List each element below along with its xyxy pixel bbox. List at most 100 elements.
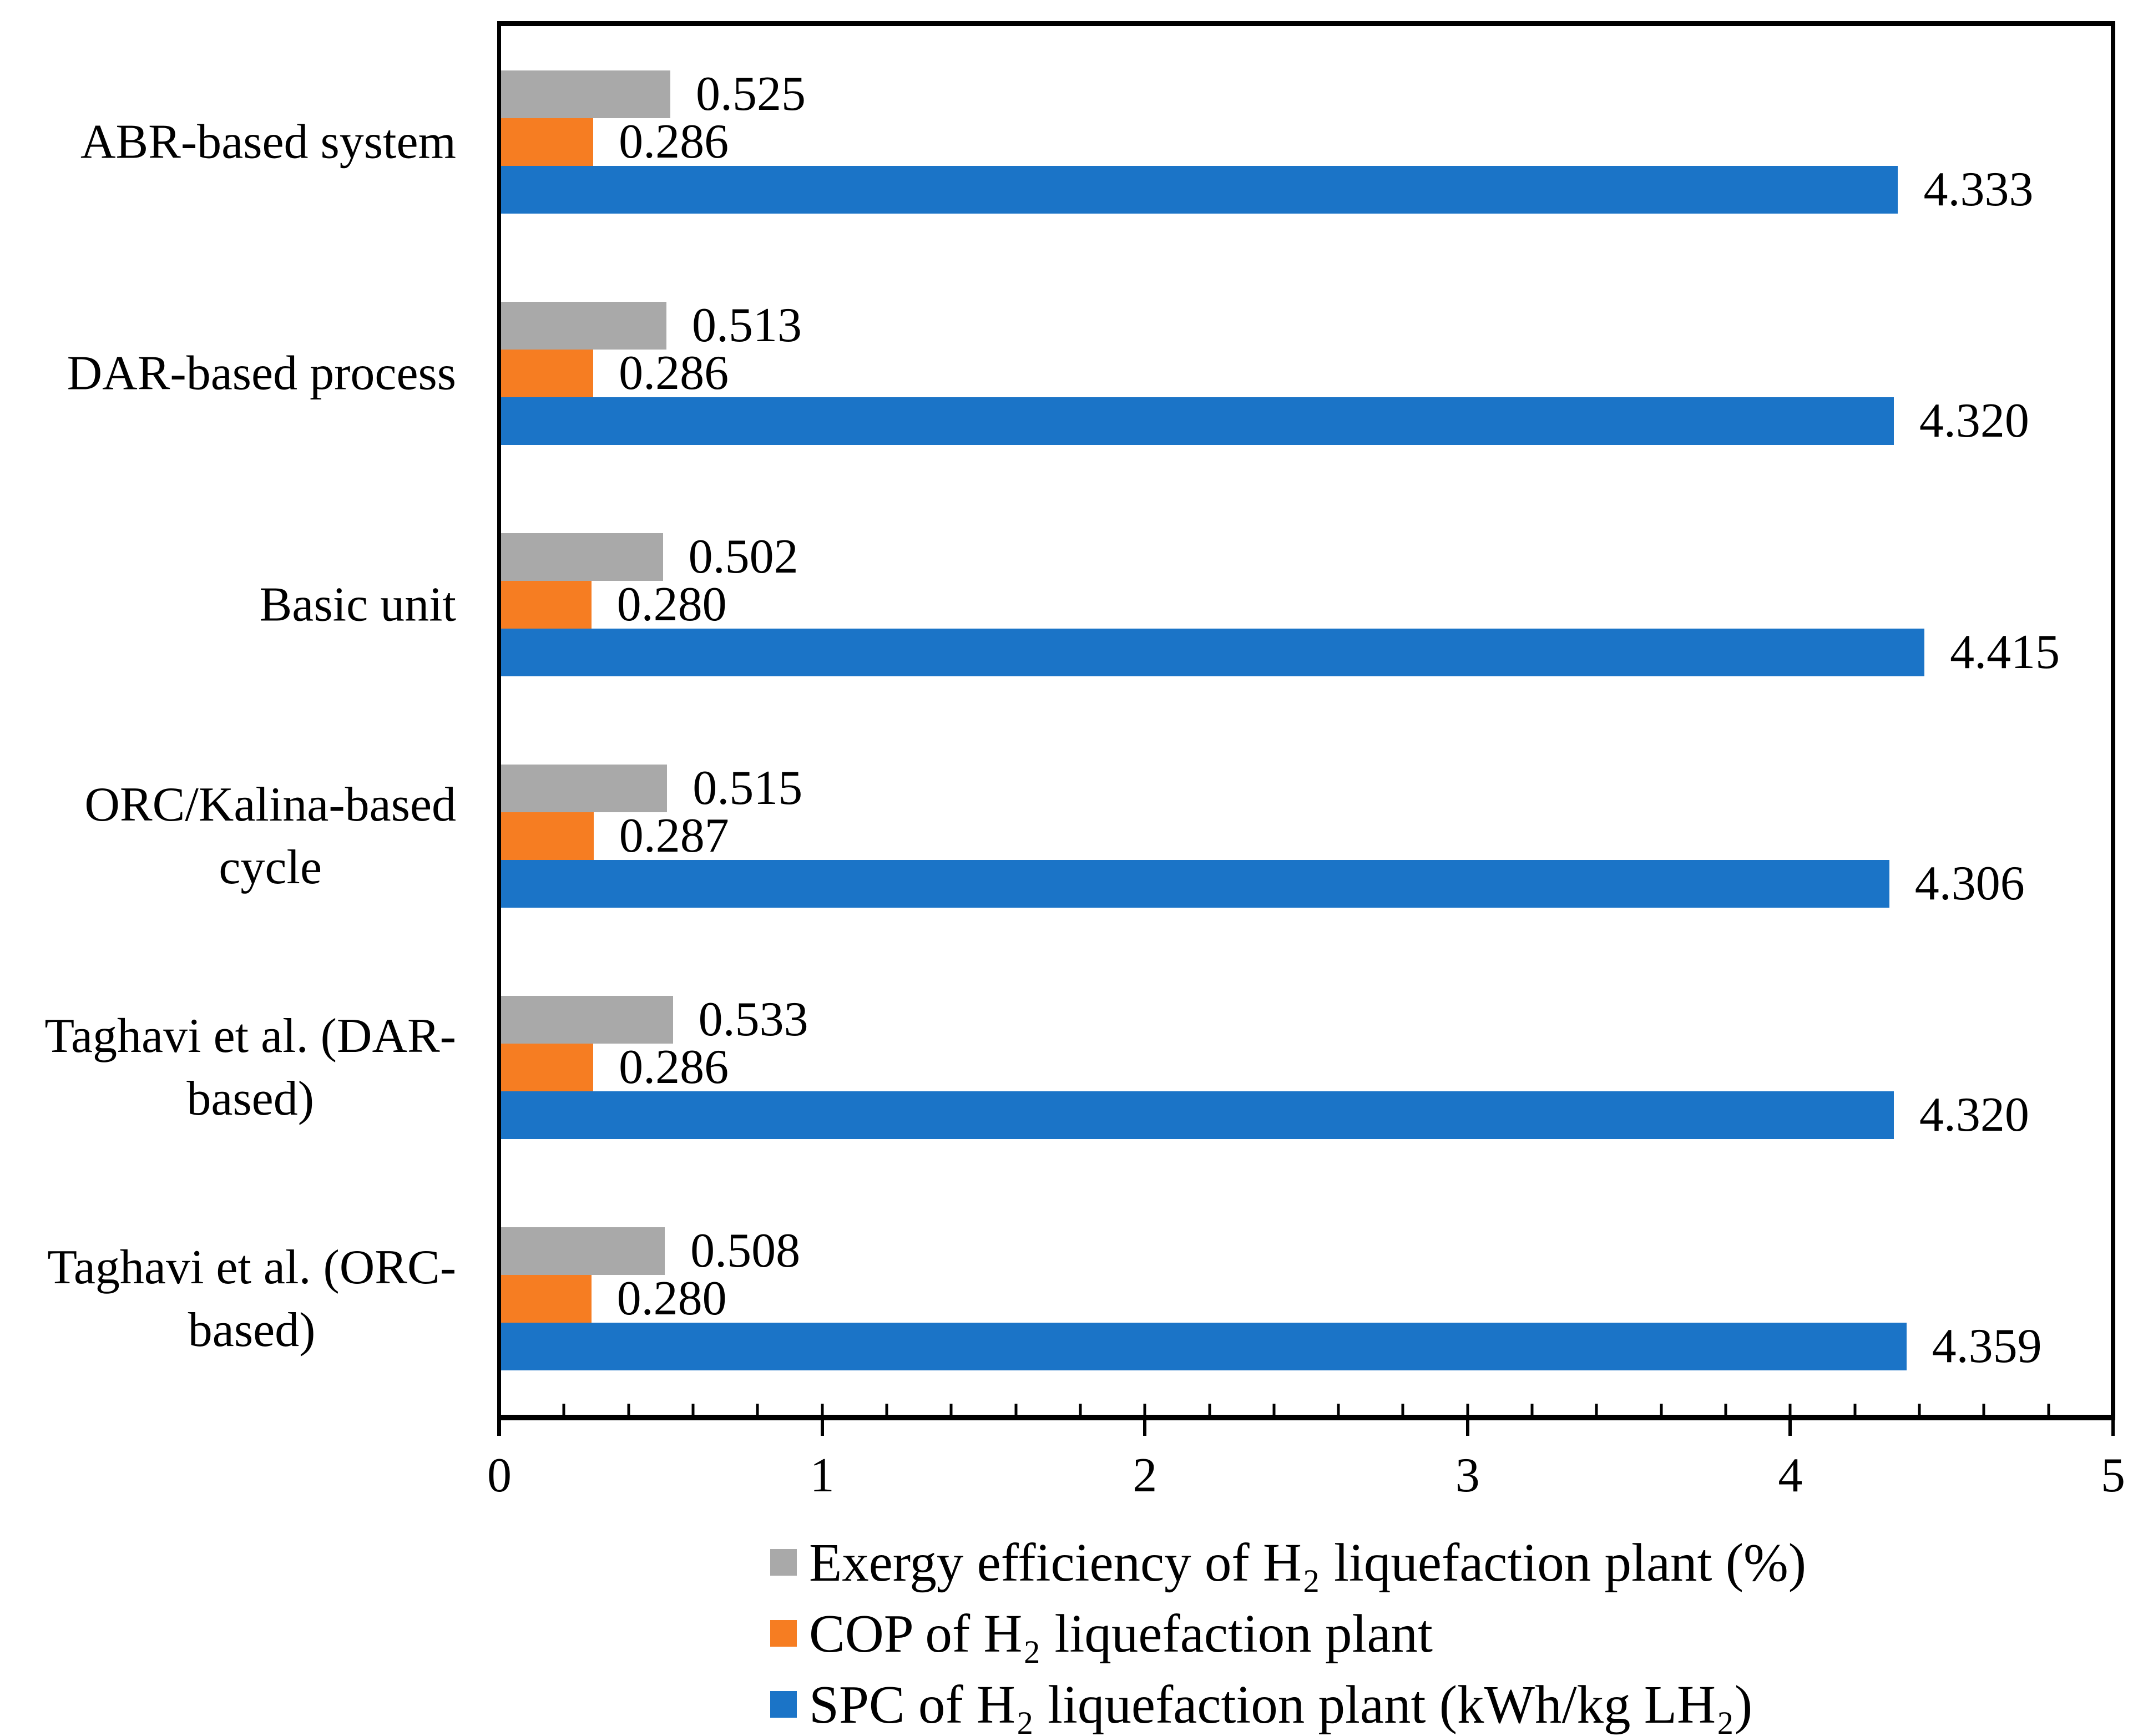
- x-axis-minor-tick: [1337, 1404, 1340, 1415]
- x-axis-major-tick: [820, 1420, 824, 1436]
- x-axis-tick-label: 4: [1778, 1449, 1803, 1502]
- bar-exergy: 0.525: [501, 69, 806, 118]
- bar-group: 0.508 0.280 4.359: [501, 1183, 2113, 1415]
- legend-label: COP of H₂ liquefaction plant: [809, 1603, 1433, 1663]
- value-label: 0.515: [693, 761, 803, 816]
- x-axis-major-tick: [2111, 1420, 2115, 1436]
- x-axis-minor-tick: [885, 1404, 888, 1415]
- x-axis-minor-tick: [1918, 1404, 1921, 1415]
- value-label: 4.306: [1914, 857, 2025, 911]
- bar-cop: 0.286: [501, 117, 729, 166]
- x-axis-tick-label: 5: [2101, 1449, 2125, 1502]
- x-axis-minor-tick: [1660, 1404, 1663, 1415]
- bar-spc: 4.415: [501, 627, 2060, 676]
- x-axis-minor-tick: [1788, 1404, 1792, 1415]
- bar-exergy: 0.515: [501, 764, 802, 813]
- x-axis-minor-tick: [1466, 1404, 1469, 1415]
- legend-swatch-spc: [770, 1691, 797, 1718]
- value-label: 0.280: [616, 1272, 727, 1326]
- bar-exergy: 0.502: [501, 532, 798, 581]
- value-label: 4.415: [1950, 625, 2060, 679]
- value-label: 4.359: [1932, 1319, 2042, 1374]
- x-axis-minor-tick: [1982, 1404, 1985, 1415]
- x-axis-minor-tick: [498, 1404, 501, 1415]
- value-label: 0.513: [692, 298, 802, 352]
- value-label: 4.320: [1919, 393, 2029, 448]
- legend-item: Exergy efficiency of H₂ liquefaction pla…: [770, 1527, 1806, 1598]
- value-label: 0.533: [698, 993, 808, 1047]
- category-label: ABR-based system: [80, 115, 456, 169]
- x-axis-major-tick: [1465, 1420, 1469, 1436]
- x-axis-minor-tick: [821, 1404, 824, 1415]
- x-axis-tick-label: 0: [487, 1449, 512, 1502]
- bar-group: 0.513 0.286 4.320: [501, 257, 2113, 489]
- bar-exergy: 0.513: [501, 301, 802, 350]
- bar-exergy: 0.508: [501, 1227, 800, 1276]
- value-label: 0.287: [619, 809, 729, 863]
- x-axis-minor-tick: [2047, 1404, 2050, 1415]
- bar-cop: 0.286: [501, 1043, 729, 1092]
- x-axis-line: [497, 1415, 2115, 1420]
- bar-spc: 4.306: [501, 859, 2025, 908]
- legend-swatch-cop: [770, 1620, 797, 1647]
- x-axis-minor-tick: [562, 1404, 565, 1415]
- bar-spc: 4.359: [501, 1322, 2042, 1371]
- value-label: 0.525: [696, 67, 806, 121]
- x-axis-minor-tick: [691, 1404, 695, 1415]
- value-label: 4.320: [1919, 1088, 2029, 1142]
- plot-border-top: [497, 21, 2115, 26]
- bar-group: 0.515 0.287 4.306: [501, 721, 2113, 952]
- x-axis-minor-tick: [1079, 1404, 1082, 1415]
- bar-cop: 0.280: [501, 1274, 727, 1323]
- legend-item: COP of H₂ liquefaction plant: [770, 1598, 1806, 1669]
- value-label: 0.502: [688, 529, 798, 584]
- value-label: 0.286: [619, 114, 729, 169]
- category-label: Taghavi et al. (DAR-based): [44, 1009, 456, 1126]
- x-axis-major-tick: [498, 1420, 501, 1436]
- value-label: 0.286: [619, 1040, 729, 1095]
- x-axis-minor-tick: [1530, 1404, 1534, 1415]
- x-axis-minor-tick: [2111, 1404, 2115, 1415]
- x-axis-minor-tick: [627, 1404, 630, 1415]
- x-axis-major-tick: [1788, 1420, 1792, 1436]
- category-label: Taghavi et al. (ORC-based): [47, 1241, 456, 1358]
- legend: Exergy efficiency of H₂ liquefaction pla…: [770, 1527, 1806, 1736]
- value-label: 4.333: [1923, 162, 2034, 216]
- bar-cop: 0.286: [501, 348, 729, 397]
- bar-exergy: 0.533: [501, 995, 808, 1044]
- plot-area: 0.525 0.286 4.333 0.513 0.286 4.320 0.502 0.280…: [501, 26, 2113, 1415]
- x-axis-minor-tick: [949, 1404, 953, 1415]
- legend-label: SPC of H₂ liquefaction plant (kWh/kg LH₂…: [809, 1674, 1753, 1734]
- value-label: 0.286: [619, 346, 729, 400]
- legend-item: SPC of H₂ liquefaction plant (kWh/kg LH₂…: [770, 1669, 1806, 1736]
- x-axis-tick-label: 2: [1133, 1449, 1158, 1502]
- x-axis-tick-label: 1: [810, 1449, 835, 1502]
- bar-cop: 0.287: [501, 812, 729, 861]
- x-axis-minor-tick: [756, 1404, 759, 1415]
- x-axis-minor-tick: [1401, 1404, 1404, 1415]
- category-label: DAR-based process: [67, 346, 456, 401]
- category-label: Basic unit: [259, 578, 456, 632]
- legend-swatch-exergy: [770, 1549, 797, 1576]
- bar-spc: 4.333: [501, 165, 2033, 214]
- x-axis-minor-tick: [1853, 1404, 1857, 1415]
- x-axis-minor-tick: [1272, 1404, 1276, 1415]
- bar-cop: 0.280: [501, 580, 727, 629]
- x-axis-tick-label: 3: [1455, 1449, 1480, 1502]
- x-axis-minor-tick: [1143, 1404, 1146, 1415]
- bar-spc: 4.320: [501, 396, 2029, 445]
- category-label: ORC/Kalina-based cycle: [84, 778, 456, 895]
- bar-group: 0.525 0.286 4.333: [501, 26, 2113, 257]
- x-axis-minor-tick: [1724, 1404, 1727, 1415]
- value-label: 0.280: [616, 577, 727, 631]
- x-axis-minor-tick: [1014, 1404, 1018, 1415]
- legend-label: Exergy efficiency of H₂ liquefaction pla…: [809, 1532, 1807, 1592]
- y-axis-line: [497, 21, 501, 1436]
- bar-spc: 4.320: [501, 1091, 2029, 1140]
- x-axis-minor-tick: [1208, 1404, 1211, 1415]
- bar-group: 0.502 0.280 4.415: [501, 489, 2113, 720]
- value-label: 0.508: [690, 1224, 801, 1278]
- plot-border-right: [2111, 21, 2115, 1420]
- bar-group: 0.533 0.286 4.320: [501, 952, 2113, 1183]
